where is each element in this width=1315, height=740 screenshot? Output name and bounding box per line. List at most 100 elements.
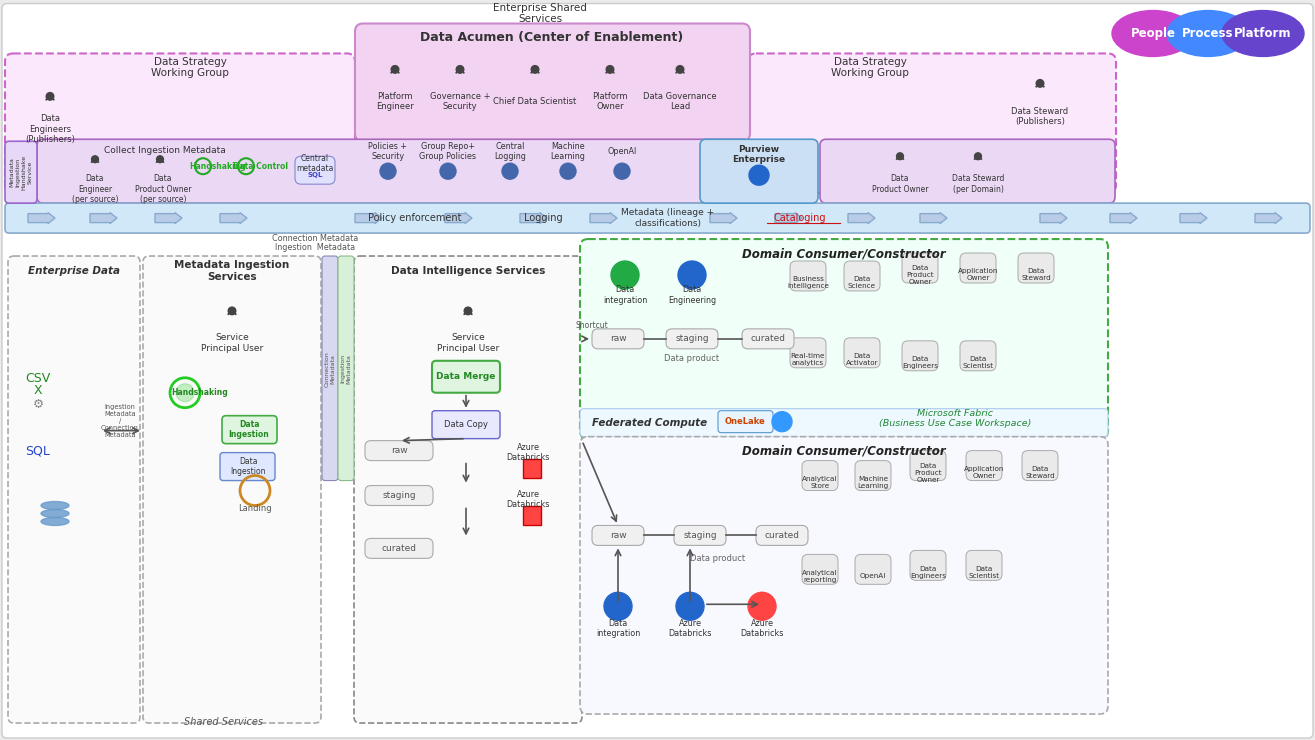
Text: Platform
Owner: Platform Owner	[592, 92, 627, 111]
FancyBboxPatch shape	[844, 338, 880, 368]
Text: Federated Compute: Federated Compute	[593, 417, 707, 428]
Text: Real-time
analytics: Real-time analytics	[790, 353, 826, 366]
FancyArrow shape	[920, 212, 947, 223]
Text: Chief Data Scientist: Chief Data Scientist	[493, 97, 576, 106]
Text: Data Steward
(Publishers): Data Steward (Publishers)	[1011, 107, 1069, 126]
Text: Machine
Learning: Machine Learning	[551, 141, 585, 161]
Text: People: People	[1131, 27, 1176, 40]
Circle shape	[92, 156, 99, 163]
Text: Ingestion  Metadata: Ingestion Metadata	[275, 243, 355, 252]
FancyArrow shape	[590, 212, 617, 223]
FancyArrow shape	[355, 212, 381, 223]
Text: Data
Engineers: Data Engineers	[910, 566, 945, 579]
FancyBboxPatch shape	[855, 460, 892, 491]
Text: OneLake: OneLake	[725, 417, 765, 426]
Circle shape	[750, 165, 769, 185]
Ellipse shape	[1112, 10, 1194, 56]
Text: Data Strategy
Working Group: Data Strategy Working Group	[831, 57, 909, 78]
Circle shape	[176, 384, 195, 402]
Text: Policies +
Security: Policies + Security	[368, 141, 408, 161]
Text: raw: raw	[391, 446, 408, 455]
Circle shape	[156, 156, 163, 163]
FancyBboxPatch shape	[960, 253, 995, 283]
Text: Service
Principal User: Service Principal User	[201, 333, 263, 352]
FancyBboxPatch shape	[967, 551, 1002, 580]
FancyBboxPatch shape	[910, 551, 945, 580]
Text: curated: curated	[764, 531, 800, 540]
FancyBboxPatch shape	[143, 256, 321, 723]
Circle shape	[229, 307, 235, 314]
FancyBboxPatch shape	[354, 256, 583, 723]
Text: Governance +
Security: Governance + Security	[430, 92, 490, 111]
Text: Platform
Engineer: Platform Engineer	[376, 92, 414, 111]
Text: Data
integration: Data integration	[602, 285, 647, 305]
FancyBboxPatch shape	[902, 341, 938, 371]
Text: Domain Consumer/Constructor: Domain Consumer/Constructor	[742, 247, 945, 260]
Text: Data
Engineers
(Publishers): Data Engineers (Publishers)	[25, 115, 75, 144]
Text: Central
metadata: Central metadata	[296, 153, 334, 173]
FancyBboxPatch shape	[756, 525, 807, 545]
Text: Ingestion
Metadata
/
Connection
Metadata: Ingestion Metadata / Connection Metadata	[101, 404, 139, 437]
FancyBboxPatch shape	[967, 451, 1002, 480]
Circle shape	[748, 592, 776, 620]
Text: CSV: CSV	[25, 372, 50, 386]
Text: Analytical
Store: Analytical Store	[802, 476, 838, 489]
FancyArrow shape	[710, 212, 736, 223]
FancyBboxPatch shape	[5, 53, 355, 193]
Circle shape	[604, 592, 633, 620]
Text: Data
Engineer
(per source): Data Engineer (per source)	[72, 174, 118, 204]
Text: Data Steward
(per Domain): Data Steward (per Domain)	[952, 175, 1005, 194]
FancyBboxPatch shape	[742, 329, 794, 349]
FancyArrow shape	[848, 212, 874, 223]
FancyBboxPatch shape	[222, 416, 277, 443]
Text: Analytical
reporting: Analytical reporting	[802, 570, 838, 583]
FancyBboxPatch shape	[855, 554, 892, 585]
FancyArrow shape	[155, 212, 181, 223]
FancyBboxPatch shape	[322, 256, 338, 480]
FancyBboxPatch shape	[3, 4, 1312, 738]
FancyBboxPatch shape	[790, 338, 826, 368]
Text: Data Copy: Data Copy	[444, 420, 488, 429]
Text: Handshaking: Handshaking	[189, 162, 246, 171]
Text: Data Merge: Data Merge	[437, 372, 496, 381]
Circle shape	[46, 92, 54, 100]
Text: raw: raw	[610, 334, 626, 343]
Text: Azure
Databricks: Azure Databricks	[506, 490, 550, 509]
Text: Data
Product
Owner: Data Product Owner	[914, 462, 942, 482]
Text: Connection
Metadata: Connection Metadata	[325, 351, 335, 387]
FancyBboxPatch shape	[366, 440, 433, 460]
Text: Data product: Data product	[664, 354, 719, 363]
Circle shape	[974, 153, 981, 160]
FancyBboxPatch shape	[433, 361, 500, 393]
Text: Data
Product Owner
(per source): Data Product Owner (per source)	[134, 174, 191, 204]
Circle shape	[676, 66, 684, 73]
Text: Cataloging: Cataloging	[773, 213, 826, 223]
Text: Data Intelligence Services: Data Intelligence Services	[391, 266, 546, 276]
FancyBboxPatch shape	[960, 341, 995, 371]
FancyArrow shape	[28, 212, 55, 223]
Text: Handshaking: Handshaking	[172, 388, 229, 397]
Text: staging: staging	[383, 491, 416, 500]
Text: X: X	[34, 384, 42, 397]
Text: SQL: SQL	[308, 172, 322, 178]
FancyBboxPatch shape	[8, 256, 139, 723]
FancyArrow shape	[1040, 212, 1066, 223]
FancyBboxPatch shape	[592, 525, 644, 545]
Circle shape	[614, 164, 630, 179]
Text: Domain Consumer/Constructor: Domain Consumer/Constructor	[742, 444, 945, 457]
Text: Enterprise Data: Enterprise Data	[28, 266, 120, 276]
Text: Data
Product Owner: Data Product Owner	[872, 175, 928, 194]
Ellipse shape	[41, 502, 68, 509]
Text: Data
Scientist: Data Scientist	[968, 566, 999, 579]
Circle shape	[441, 164, 456, 179]
FancyBboxPatch shape	[665, 329, 718, 349]
Text: Metadata
Ingestion
Handshake
Service: Metadata Ingestion Handshake Service	[9, 155, 32, 189]
Text: Ingestion
Metadata: Ingestion Metadata	[341, 354, 351, 384]
Circle shape	[897, 153, 903, 160]
FancyBboxPatch shape	[1018, 253, 1055, 283]
Text: Data
Ingestion: Data Ingestion	[229, 420, 270, 440]
Text: Data
Scientist: Data Scientist	[963, 356, 994, 369]
FancyBboxPatch shape	[802, 554, 838, 585]
Text: Data
Steward: Data Steward	[1022, 269, 1051, 281]
FancyBboxPatch shape	[366, 485, 433, 505]
